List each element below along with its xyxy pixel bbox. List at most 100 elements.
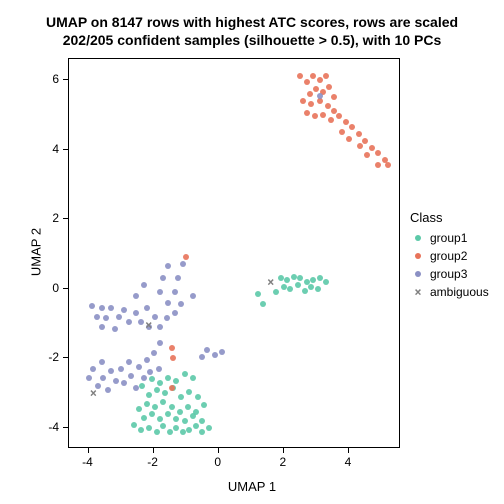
point-group1	[139, 383, 145, 389]
point-group3	[133, 293, 139, 299]
point-group2	[308, 101, 314, 107]
point-group1	[173, 425, 179, 431]
xtick-label: 0	[214, 455, 221, 469]
legend-label: group1	[430, 231, 467, 245]
point-group1	[186, 389, 192, 395]
point-ambiguous: ×	[145, 319, 152, 331]
point-group3	[144, 357, 150, 363]
point-group3	[156, 366, 162, 372]
point-group1	[162, 390, 168, 396]
point-group3	[178, 301, 184, 307]
plot-area: ×××	[68, 58, 400, 448]
point-group1	[281, 284, 287, 290]
point-group3	[121, 380, 127, 386]
point-group3	[94, 314, 100, 320]
legend-item: ×ambiguous	[410, 283, 489, 301]
point-group1	[154, 429, 160, 435]
point-group1	[260, 301, 266, 307]
point-group3	[151, 350, 157, 356]
point-group3	[204, 347, 210, 353]
point-group1	[317, 275, 323, 281]
point-group3	[116, 314, 122, 320]
point-group2	[385, 162, 391, 168]
title-line2: 202/205 confident samples (silhouette > …	[63, 32, 442, 48]
point-group1	[323, 279, 329, 285]
point-group3	[90, 366, 96, 372]
point-group1	[255, 291, 261, 297]
point-group1	[315, 286, 321, 292]
point-group3	[128, 373, 134, 379]
y-axis-label: UMAP 2	[29, 228, 44, 276]
point-group2	[362, 138, 368, 144]
point-group1	[302, 288, 308, 294]
point-group1	[173, 378, 179, 384]
point-group3	[141, 375, 147, 381]
point-group1	[308, 284, 314, 290]
point-group1	[287, 286, 293, 292]
point-group2	[357, 143, 363, 149]
point-group3	[160, 275, 166, 281]
x-axis-label: UMAP 1	[228, 479, 276, 494]
point-group1	[310, 277, 316, 283]
point-group1	[186, 427, 192, 433]
point-group1	[284, 277, 290, 283]
point-group2	[320, 112, 326, 118]
ytick-label: 2	[39, 211, 59, 225]
legend-label: group3	[430, 267, 467, 281]
chart-title: UMAP on 8147 rows with highest ATC score…	[0, 14, 504, 49]
point-group2	[328, 117, 334, 123]
point-ambiguous: ×	[90, 387, 97, 399]
point-group3	[144, 305, 150, 311]
point-group3	[157, 324, 163, 330]
point-group1	[138, 427, 144, 433]
point-group3	[157, 289, 163, 295]
point-group2	[375, 162, 381, 168]
legend-cross-icon: ×	[414, 285, 421, 299]
point-group1	[165, 375, 171, 381]
point-group2	[312, 113, 318, 119]
point-group3	[86, 375, 92, 381]
point-group3	[172, 289, 178, 295]
point-group1	[169, 404, 175, 410]
point-group1	[278, 275, 284, 281]
point-group1	[297, 275, 303, 281]
point-group1	[149, 376, 155, 382]
point-group1	[185, 404, 191, 410]
point-group1	[136, 406, 142, 412]
legend-title: Class	[410, 210, 489, 225]
ytick-label: -2	[39, 350, 59, 364]
point-group3	[103, 315, 109, 321]
point-group1	[199, 429, 205, 435]
point-group1	[291, 274, 297, 280]
point-group1	[157, 416, 163, 422]
point-group1	[182, 371, 188, 377]
point-group1	[141, 415, 147, 421]
point-group2	[313, 86, 319, 92]
point-group2	[169, 385, 175, 391]
point-group2	[346, 136, 352, 142]
point-group3	[165, 263, 171, 269]
ytick-label: 6	[39, 72, 59, 86]
point-group3	[141, 282, 147, 288]
ytick-label: -4	[39, 420, 59, 434]
point-group1	[178, 394, 184, 400]
point-group3	[112, 326, 118, 332]
point-group1	[273, 289, 279, 295]
point-group1	[195, 394, 201, 400]
point-group1	[180, 429, 186, 435]
point-group3	[108, 305, 114, 311]
point-group2	[304, 110, 310, 116]
point-group2	[331, 94, 337, 100]
legend-label: group2	[430, 249, 467, 263]
point-group3	[190, 293, 196, 299]
point-group3	[100, 375, 106, 381]
point-group3	[199, 354, 205, 360]
point-group2	[326, 84, 332, 90]
point-group3	[157, 340, 163, 346]
legend-dot-icon	[415, 253, 421, 259]
point-group2	[364, 152, 370, 158]
point-group3	[89, 303, 95, 309]
point-group3	[136, 364, 142, 370]
point-group2	[297, 73, 303, 79]
xtick-label: 2	[279, 455, 286, 469]
